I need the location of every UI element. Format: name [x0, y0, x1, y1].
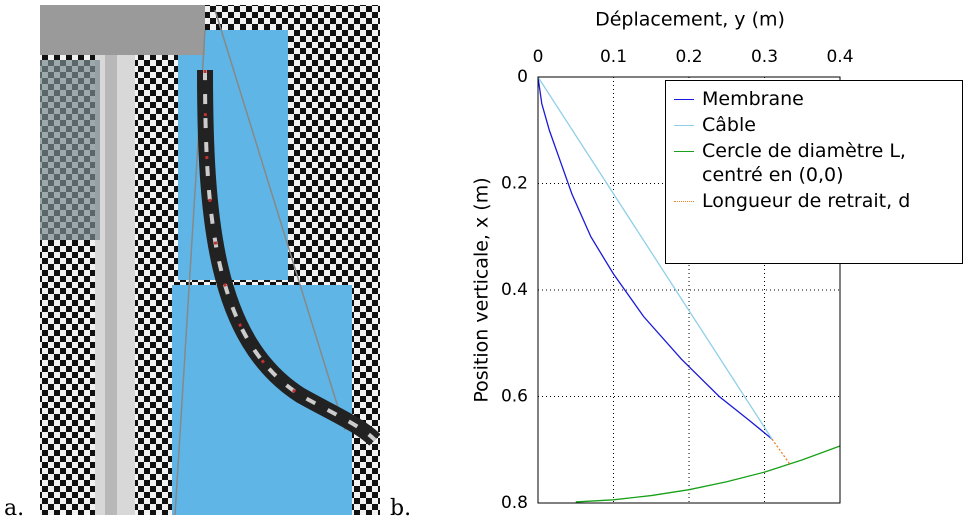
legend-swatch: [674, 99, 694, 100]
series-line: [771, 438, 790, 464]
x-tick-label: 0.2: [675, 47, 702, 67]
legend-swatch: [674, 151, 694, 152]
x-tick-label: 0.3: [751, 47, 778, 67]
plot-frame: [537, 76, 841, 504]
y-tick-label: 0: [517, 67, 528, 87]
x-tick-label: 0: [533, 47, 544, 67]
legend-label: Membrane: [702, 88, 804, 110]
legend-item: Câble: [674, 113, 954, 137]
legend-label: Longueur de retrait, d: [702, 190, 911, 212]
legend-item: Membrane: [674, 87, 954, 111]
y-tick-label: 0.8: [501, 493, 528, 513]
x-tick-label: 0.1: [600, 47, 627, 67]
y-axis-title: Position verticale, x (m): [471, 177, 493, 402]
y-tick-label: 0.6: [501, 387, 528, 407]
legend-label: Câble: [702, 114, 756, 136]
x-axis-title: Déplacement, y (m): [595, 9, 785, 31]
legend-item: Longueur de retrait, d: [674, 189, 954, 213]
legend-swatch: [674, 125, 694, 126]
photo: [40, 5, 380, 516]
series-line: [537, 76, 773, 440]
legend-label: Cercle de diamètre L, centré en (0,0): [702, 140, 906, 186]
x-tick-label: 0.4: [826, 47, 853, 67]
legend-swatch: [674, 201, 694, 202]
legend: Membrane Câble Cercle de diamètre L, centr…: [665, 80, 963, 264]
y-tick-label: 0.2: [501, 174, 528, 194]
panel-label: a.: [4, 496, 25, 521]
y-tick-label: 0.4: [501, 280, 528, 300]
series-line: [575, 445, 841, 503]
panel-label: b.: [390, 496, 412, 521]
series-line: [537, 76, 773, 440]
legend-item: Cercle de diamètre L, centré en (0,0): [674, 139, 954, 187]
